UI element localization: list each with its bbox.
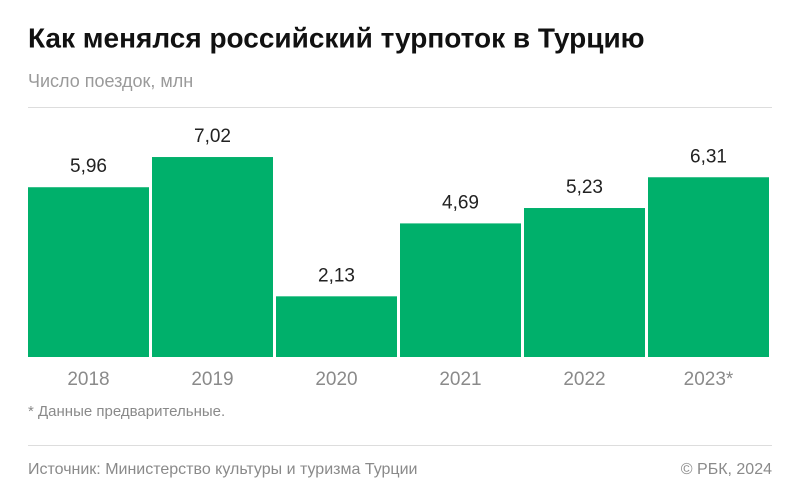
bar xyxy=(152,157,273,357)
bar xyxy=(524,208,645,357)
value-label: 7,02 xyxy=(194,126,231,147)
x-tick-label: 2020 xyxy=(315,369,357,390)
x-tick-label: 2022 xyxy=(563,369,605,390)
value-label: 5,23 xyxy=(566,177,603,198)
copyright: © РБК, 2024 xyxy=(681,461,772,478)
footnote: * Данные предварительные. xyxy=(28,403,225,420)
bar xyxy=(276,296,397,357)
value-label: 5,96 xyxy=(70,156,107,177)
value-label: 6,31 xyxy=(690,146,727,167)
source: Источник: Министерство культуры и туризм… xyxy=(28,461,417,478)
value-label: 4,69 xyxy=(442,192,479,213)
chart-title: Как менялся российский турпоток в Турцию xyxy=(28,22,645,53)
x-tick-label: 2023* xyxy=(684,369,734,390)
x-tick-label: 2018 xyxy=(67,369,109,390)
bar xyxy=(400,223,521,357)
bar xyxy=(28,187,149,357)
bar xyxy=(648,177,769,357)
x-tick-label: 2019 xyxy=(191,369,233,390)
value-label: 2,13 xyxy=(318,265,355,286)
chart-subtitle: Число поездок, млн xyxy=(28,71,193,91)
x-tick-label: 2021 xyxy=(439,369,481,390)
